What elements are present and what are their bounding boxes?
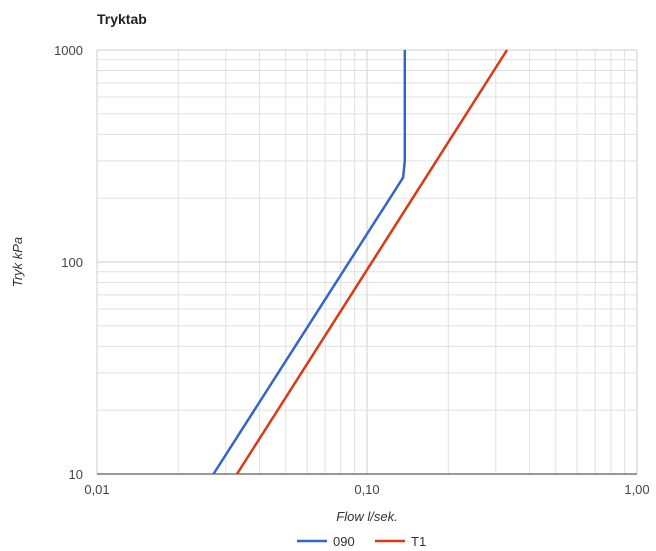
grid bbox=[96, 49, 638, 475]
legend: 090 T1 bbox=[297, 534, 426, 549]
y-tick-label: 10 bbox=[69, 467, 83, 482]
y-tick-label: 1000 bbox=[54, 43, 83, 58]
tick-labels: 0,01 0,10 1,00 10 100 1000 bbox=[54, 43, 650, 497]
legend-label-090: 090 bbox=[333, 534, 355, 549]
x-tick-label: 1,00 bbox=[624, 482, 649, 497]
y-tick-label: 100 bbox=[61, 255, 83, 270]
series-line-090 bbox=[212, 50, 407, 475]
x-tick-label: 0,10 bbox=[354, 482, 379, 497]
series-line-T1 bbox=[235, 49, 509, 475]
series-lines bbox=[212, 49, 509, 475]
x-tick-label: 0,01 bbox=[84, 482, 109, 497]
y-axis-title: Tryk kPa bbox=[10, 237, 25, 287]
legend-label-T1: T1 bbox=[411, 534, 426, 549]
x-axis-title: Flow l/sek. bbox=[336, 509, 397, 524]
chart-title: Tryktab bbox=[97, 11, 147, 27]
